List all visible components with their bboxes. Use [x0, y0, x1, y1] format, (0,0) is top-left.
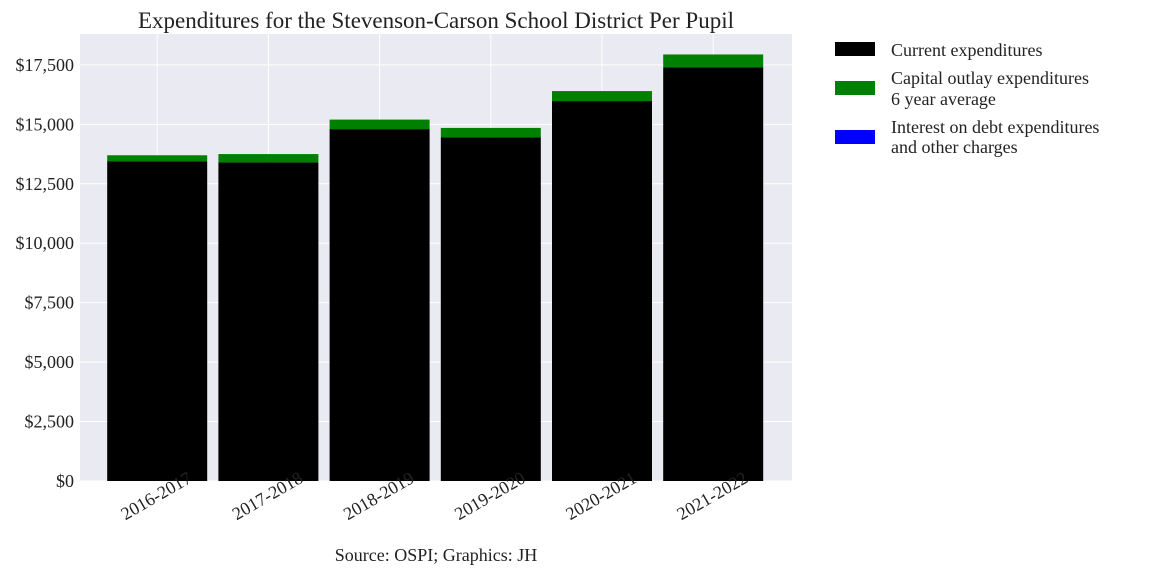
bars — [107, 54, 764, 482]
bar-segment — [218, 162, 319, 481]
y-tick-label: $0 — [56, 471, 74, 491]
y-tick-label: $10,000 — [16, 233, 75, 253]
bar-segment — [107, 161, 208, 482]
y-tick-label: $15,000 — [16, 114, 75, 134]
legend: Current expenditures Capital outlay expen… — [835, 40, 1099, 157]
bar-segment — [663, 67, 764, 482]
y-tick-label: $12,500 — [16, 174, 75, 194]
chart-title: Expenditures for the Stevenson-Carson Sc… — [138, 8, 734, 33]
bar-segment — [440, 127, 541, 138]
bar-segment — [218, 154, 319, 163]
chart-caption: Source: OSPI; Graphics: JH — [335, 545, 537, 565]
bar-segment — [107, 155, 208, 162]
legend-label: Current expenditures — [891, 40, 1042, 60]
bar-segment — [552, 91, 652, 102]
y-axis: $0 $2,500 $5,000 $7,500 $10,000 $12,500 $15,00… — [16, 55, 75, 491]
legend-swatch — [835, 130, 875, 144]
bar-segment — [329, 119, 430, 130]
y-tick-label: $17,500 — [16, 55, 75, 75]
bar-segment — [329, 129, 430, 481]
legend-label: and other charges — [891, 137, 1018, 157]
bar-segment — [440, 137, 541, 481]
legend-swatch — [835, 42, 875, 56]
legend-swatch — [835, 81, 875, 95]
y-tick-label: $7,500 — [25, 293, 75, 313]
bar-segment — [663, 54, 764, 68]
legend-label: Capital outlay expenditures — [891, 68, 1089, 88]
bar-segment — [552, 101, 652, 482]
legend-label: 6 year average — [891, 89, 996, 109]
y-tick-label: $2,500 — [25, 412, 75, 432]
y-tick-label: $5,000 — [25, 352, 75, 372]
legend-label: Interest on debt expenditures — [891, 117, 1099, 137]
